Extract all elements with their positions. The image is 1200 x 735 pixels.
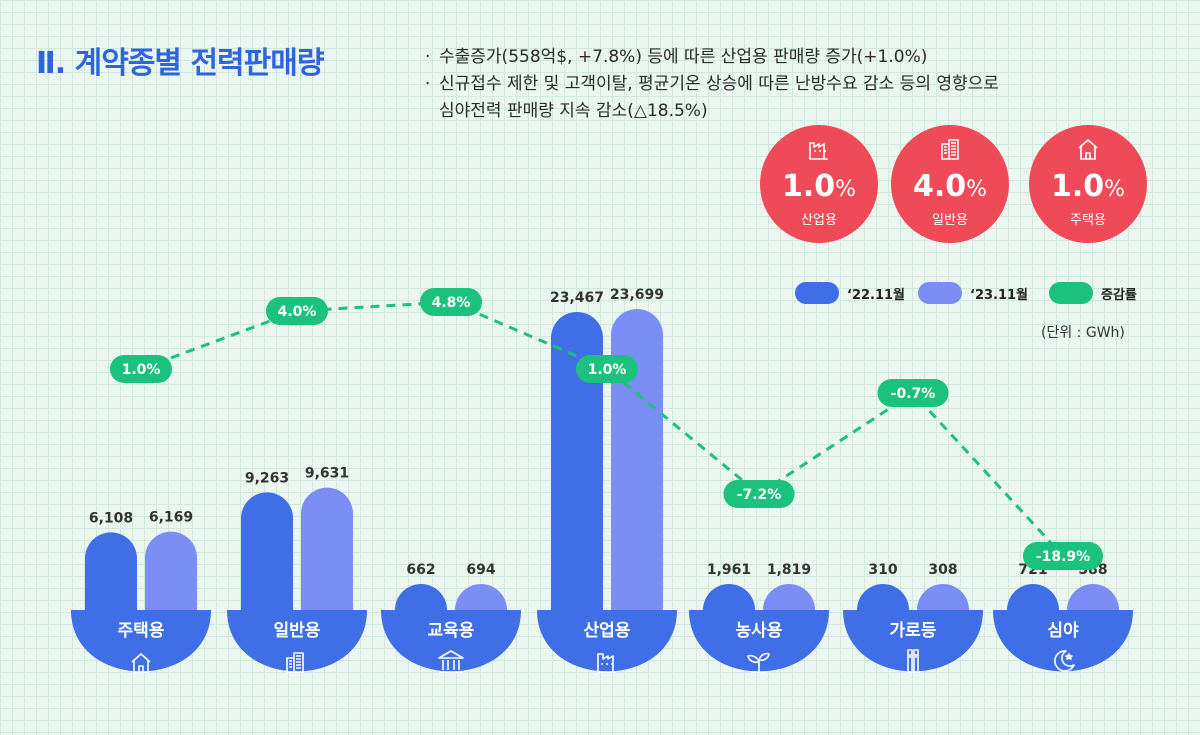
streetlight-icon-shape: [906, 649, 920, 673]
data-label: 308: [928, 562, 957, 578]
bar-2023: [301, 487, 353, 610]
rate-pill: [266, 297, 328, 325]
note-line-1: · 수출증가(558억$, +7.8%) 등에 따른 산업용 판매량 증가(+1.…: [425, 44, 999, 71]
house-icon: [1078, 138, 1098, 160]
unit-label: (단위 : GWh): [1041, 325, 1125, 341]
school-icon-shape: [438, 650, 464, 673]
office-building-icon: [941, 139, 959, 160]
school-icon: [438, 650, 464, 673]
category-bowl: [993, 610, 1133, 672]
category-label: 농사용: [736, 621, 783, 641]
category-bowl: [381, 610, 521, 672]
rate-pill: [420, 288, 482, 316]
rate-pill: [1023, 542, 1103, 570]
badge-residential: 1.0% 주택용: [1029, 125, 1147, 243]
category-bowl: [689, 610, 829, 672]
legend-item-2023: ‘23.11월: [918, 282, 1028, 304]
rate-pill: [723, 480, 795, 508]
category-label: 가로등: [890, 621, 937, 641]
bar-2023: [1067, 584, 1119, 610]
note-bullet: ·: [425, 74, 431, 94]
bar-2023: [611, 309, 663, 610]
note-bullet: ·: [425, 47, 431, 67]
bar-2023: [917, 584, 969, 610]
rate-label: 4.8%: [432, 295, 471, 311]
category-bowl: [227, 610, 367, 672]
rate-label: 1.0%: [122, 362, 161, 378]
rate-label: -18.9%: [1036, 549, 1090, 565]
rate-label: -0.7%: [891, 386, 936, 402]
sprout-icon-shape: [747, 652, 770, 673]
bar-2023: [763, 584, 815, 610]
house-icon-shape: [131, 653, 151, 673]
data-label: 1,961: [707, 562, 751, 578]
rate-label: 1.0%: [588, 362, 627, 378]
bar-2023: [455, 584, 507, 610]
page-title: Ⅱ. 계약종별 전력판매량: [36, 46, 324, 81]
office-building-icon-shape: [286, 652, 304, 673]
category-bowl: [537, 610, 677, 672]
bar-2022: [241, 492, 293, 610]
data-label: 1,819: [767, 562, 811, 578]
data-label: 9,631: [305, 466, 349, 482]
legend-swatch: [795, 282, 839, 304]
factory-icon: [809, 142, 828, 160]
office-building-icon: [286, 652, 304, 673]
rate-label: 4.0%: [278, 304, 317, 320]
badge-value: 1.0: [1050, 169, 1105, 204]
badge-label: 일반용: [932, 213, 968, 228]
badge-value: 4.0: [912, 169, 967, 204]
legend-item-rate: 증감률: [1049, 282, 1137, 304]
bar-2022: [551, 311, 603, 610]
data-label: 23,467: [550, 290, 604, 306]
note-line-2: · 신규접수 제한 및 고객이탈, 평균기온 상승에 따른 난방수요 감소 등의 …: [425, 71, 999, 98]
badge-label: 산업용: [801, 213, 837, 228]
legend-swatch: [918, 282, 962, 304]
badge-label: 주택용: [1070, 213, 1106, 228]
category-label: 심야: [1047, 621, 1079, 641]
data-label: 6,169: [149, 510, 193, 526]
data-label: 6,108: [89, 510, 133, 526]
category-bowl: [71, 610, 211, 672]
legend-swatch: [1049, 282, 1093, 304]
data-label: 694: [466, 562, 495, 578]
category-bowl: [843, 610, 983, 672]
factory-icon-shape: [597, 653, 616, 673]
data-label: 23,699: [610, 287, 664, 303]
data-label: 9,263: [245, 470, 289, 486]
badge-general: 4.0% 일반용: [891, 125, 1009, 243]
bar-2022: [703, 584, 755, 610]
factory-icon: [597, 653, 616, 673]
moon-icon: [1054, 650, 1075, 672]
bar-2022: [85, 532, 137, 610]
category-label: 주택용: [118, 621, 165, 641]
badge-value: 1.0: [781, 169, 836, 204]
note-line-3: 심야전력 판매량 지속 감소(△18.5%): [439, 101, 708, 121]
data-label: 662: [406, 562, 435, 578]
badge-industrial: 1.0% 산업용: [760, 125, 878, 243]
rate-pill: [877, 379, 949, 407]
bar-2022: [1007, 584, 1059, 610]
rate-pill: [576, 355, 638, 383]
data-label: 310: [868, 562, 897, 578]
house-icon: [131, 653, 151, 673]
streetlight-icon: [906, 649, 920, 673]
category-label: 일반용: [274, 621, 321, 641]
category-label: 교육용: [428, 621, 475, 641]
category-label: 산업용: [584, 621, 631, 641]
moon-icon-shape: [1054, 650, 1075, 672]
sprout-icon: [747, 652, 770, 673]
summary-notes: · 수출증가(558억$, +7.8%) 등에 따른 산업용 판매량 증가(+1.…: [425, 44, 999, 125]
legend-item-2022: ‘22.11월: [795, 282, 905, 304]
bar-2023: [145, 531, 197, 610]
bar-2022: [857, 584, 909, 610]
bar-2022: [395, 584, 447, 610]
rate-label: -7.2%: [737, 487, 782, 503]
rate-pill: [110, 355, 172, 383]
